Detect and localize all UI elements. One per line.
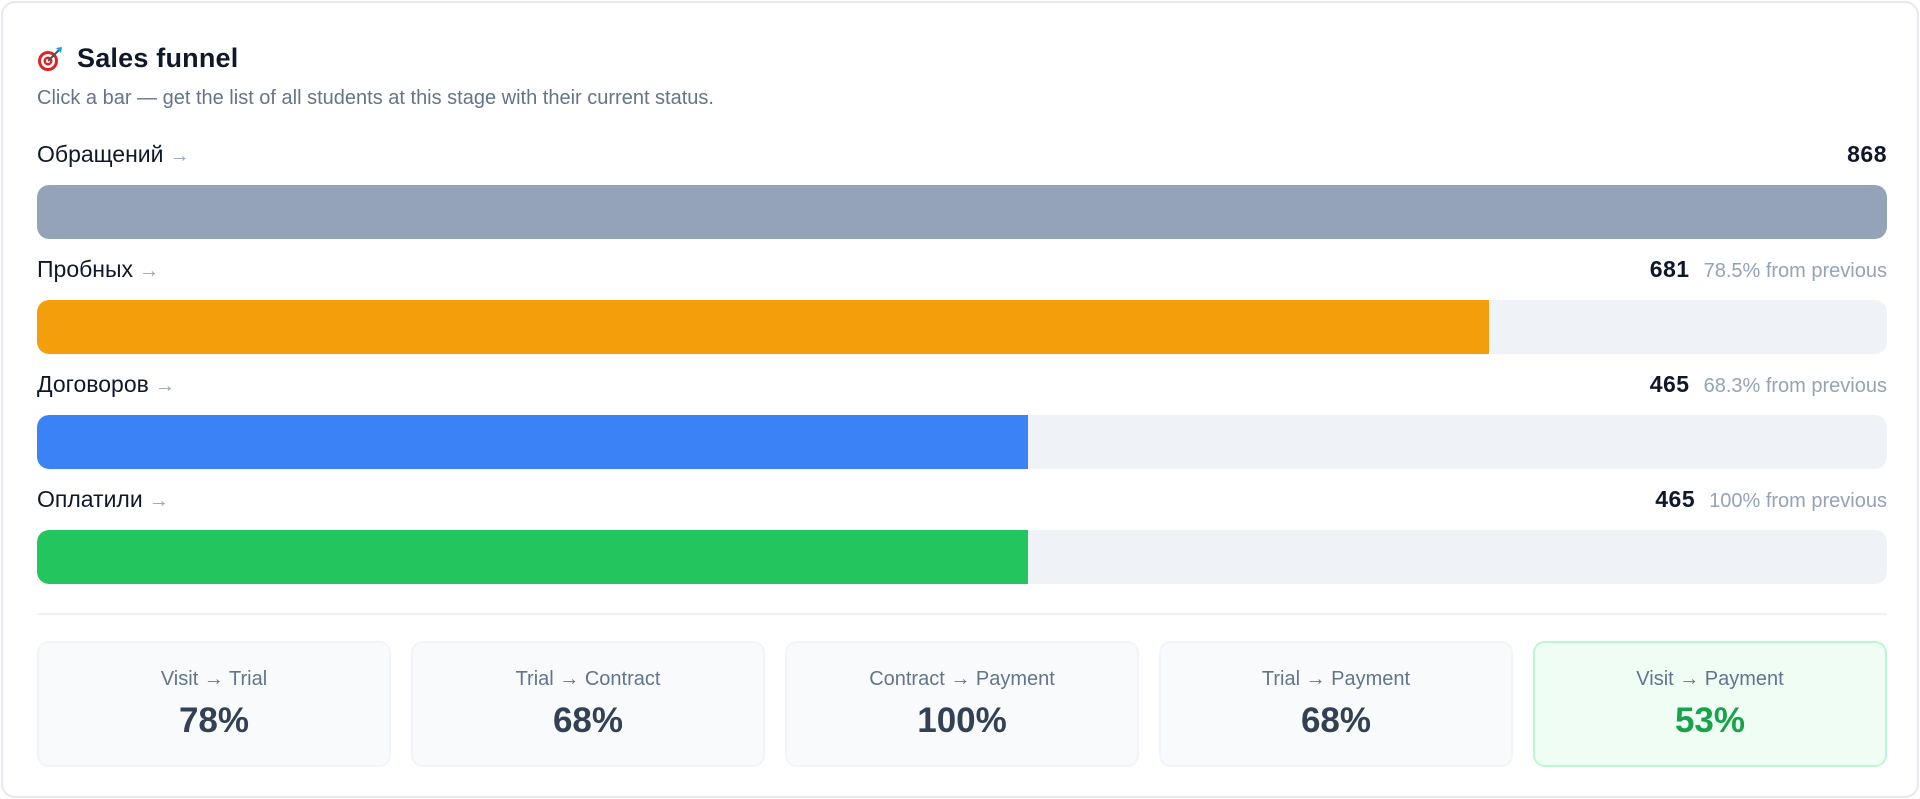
metric-card-visit-payment: Visit → Payment 53% [1533, 641, 1887, 767]
stage-label[interactable]: Пробных [37, 256, 134, 282]
metric-card-trial-contract: Trial → Contract 68% [411, 641, 765, 767]
funnel-stage-contracts[interactable]: Договоров → 465 68.3% from previous [37, 371, 1887, 469]
funnel-bar-fill[interactable] [37, 415, 1029, 469]
target-icon [37, 46, 63, 72]
metric-card-contract-payment: Contract → Payment 100% [785, 641, 1139, 767]
stage-conversion: 78.5% from previous [1703, 260, 1887, 282]
metric-value: 68% [552, 700, 624, 740]
metric-label: Visit → Payment [1636, 667, 1784, 690]
arrow-right-icon: → [169, 145, 190, 167]
funnel-bar-track[interactable] [37, 300, 1887, 354]
stage-conversion: 100% from previous [1709, 490, 1887, 512]
divider [37, 613, 1887, 615]
funnel-bar-track[interactable] [37, 415, 1887, 469]
stage-label[interactable]: Оплатили [37, 486, 143, 512]
page-subtitle: Click a bar — get the list of all studen… [37, 87, 714, 109]
stage-label[interactable]: Договоров [37, 371, 149, 397]
arrow-right-icon: → [148, 490, 169, 512]
arrow-right-icon: → [139, 260, 160, 282]
metric-label: Contract → Payment [869, 667, 1055, 690]
funnel-stage-trials[interactable]: Пробных → 681 78.5% from previous [37, 256, 1887, 354]
funnel-stage-paid[interactable]: Оплатили → 465 100% from previous [37, 486, 1887, 584]
funnel-bar-track[interactable] [37, 185, 1887, 239]
metric-value: 78% [178, 700, 250, 740]
metric-value: 100% [917, 700, 1007, 740]
stage-conversion: 68.3% from previous [1703, 375, 1887, 397]
metric-label: Visit → Trial [160, 667, 268, 690]
metric-card-visit-trial: Visit → Trial 78% [37, 641, 391, 767]
metric-label: Trial → Contract [515, 667, 661, 690]
metric-value: 53% [1674, 700, 1746, 740]
funnel-stage-inquiries[interactable]: Обращений → 868 [37, 141, 1887, 239]
stage-count: 465 [1649, 371, 1690, 397]
arrow-right-icon: → [154, 375, 175, 397]
conversion-metrics: Visit → Trial 78% Trial → Contract 68% C… [37, 641, 1887, 767]
funnel-bar-fill[interactable] [37, 185, 1887, 239]
stage-label[interactable]: Обращений [37, 141, 164, 167]
funnel-bar-fill[interactable] [37, 530, 1029, 584]
metric-card-trial-payment: Trial → Payment 68% [1159, 641, 1513, 767]
card-header: Sales funnel [37, 43, 238, 74]
stage-count: 465 [1655, 486, 1696, 512]
page-title: Sales funnel [77, 43, 239, 73]
stage-count: 868 [1847, 141, 1887, 167]
funnel-bar-fill[interactable] [37, 300, 1489, 354]
stage-count: 681 [1649, 256, 1690, 282]
funnel-bar-track[interactable] [37, 530, 1887, 584]
metric-label: Trial → Payment [1261, 667, 1411, 690]
metric-value: 68% [1300, 700, 1372, 740]
